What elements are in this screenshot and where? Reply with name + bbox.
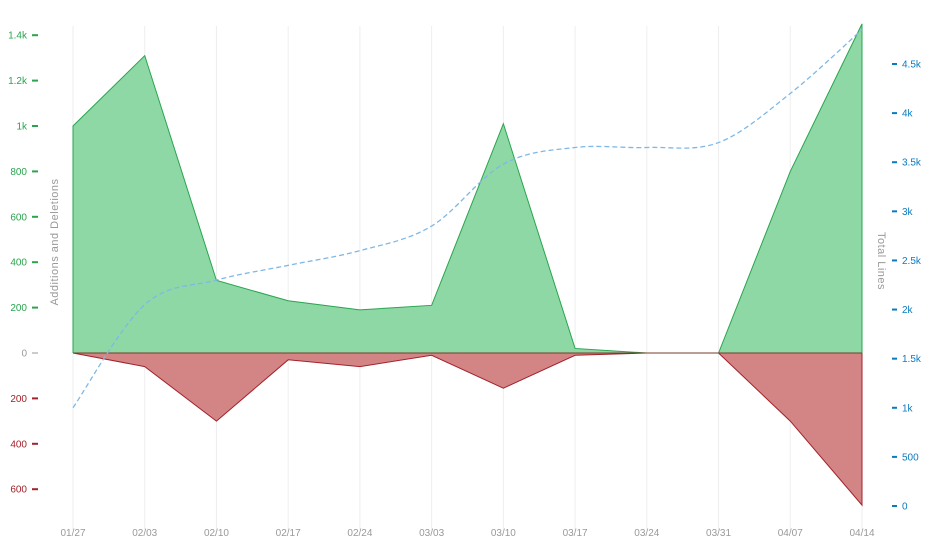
- y-left-tick-label: 600: [10, 485, 27, 496]
- x-tick-label: 02/24: [347, 528, 372, 539]
- x-tick-label: 04/14: [849, 528, 874, 539]
- y-left-tick-label: 200: [10, 303, 27, 314]
- y-right-tick-label: 500: [902, 452, 919, 463]
- x-tick-label: 03/10: [491, 528, 516, 539]
- x-axis: 01/27 02/03 02/10 02/17 02/24 03/03 03/10 03/17…: [60, 528, 874, 539]
- y-right-tick-label: 3k: [902, 207, 914, 218]
- additions-area: [73, 23, 862, 353]
- x-tick-label: 02/03: [132, 528, 157, 539]
- x-tick-label: 03/17: [563, 528, 588, 539]
- total-lines-curve: [72, 29, 863, 409]
- x-tick-label: 03/03: [419, 528, 444, 539]
- y-axis-right-title: Total Lines: [875, 232, 887, 290]
- y-right-tick-label: 2k: [902, 305, 914, 316]
- total-lines-series: [72, 29, 863, 409]
- deletions-area: [73, 353, 862, 506]
- y-right-tick-label: 3.5k: [902, 158, 922, 169]
- y-left-tick-label: 1.2k: [8, 76, 28, 87]
- area-series: [72, 23, 863, 507]
- x-tick-label: 03/24: [634, 528, 659, 539]
- y-right-tick-label: 1.5k: [902, 354, 922, 365]
- y-left-tick-label: 400: [10, 258, 27, 269]
- x-tick-label: 01/27: [60, 528, 85, 539]
- y-right-tick-label: 1k: [902, 403, 914, 414]
- x-tick-label: 02/17: [276, 528, 301, 539]
- additions-line: [72, 23, 863, 354]
- y-right-tick-label: 4.5k: [902, 60, 922, 71]
- y-axis-left-title: Additions and Deletions: [49, 178, 61, 305]
- x-tick-label: 02/10: [204, 528, 229, 539]
- y-left-tick-label: 200: [10, 394, 27, 405]
- y-right-tick-label: 4k: [902, 109, 914, 120]
- y-left-tick-label: 1.4k: [8, 31, 28, 42]
- y-axis-left: 1.4k 1.2k 1k 800 600 400 200 0 200 400 600: [8, 31, 38, 496]
- y-right-tick-label: 0: [902, 502, 908, 513]
- y-right-tick-label: 2.5k: [902, 256, 922, 267]
- y-left-tick-label: 800: [10, 167, 27, 178]
- y-left-tick-label: 0: [21, 349, 27, 360]
- deletions-line: [72, 352, 863, 507]
- y-left-tick-label: 1k: [16, 122, 28, 133]
- y-axis-right: 0 500 1k 1.5k 2k 2.5k 3k 3.5k 4k 4.5k: [892, 60, 922, 513]
- y-left-tick-label: 600: [10, 212, 27, 223]
- x-tick-label: 04/07: [778, 528, 803, 539]
- x-tick-label: 03/31: [706, 528, 731, 539]
- y-left-tick-label: 400: [10, 439, 27, 450]
